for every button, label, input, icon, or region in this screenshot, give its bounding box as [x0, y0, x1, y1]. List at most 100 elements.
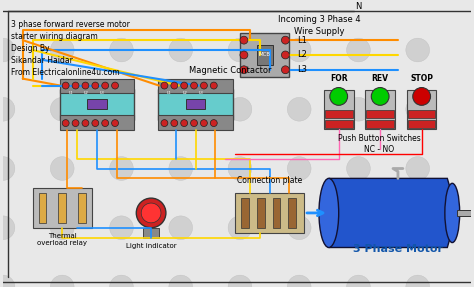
Bar	[407, 90, 437, 129]
Circle shape	[191, 82, 198, 89]
Circle shape	[228, 275, 252, 287]
Bar	[158, 79, 233, 94]
Circle shape	[346, 275, 370, 287]
Circle shape	[169, 38, 192, 62]
Circle shape	[240, 66, 248, 74]
Circle shape	[0, 157, 15, 180]
Circle shape	[62, 82, 69, 89]
Circle shape	[287, 216, 311, 240]
Circle shape	[282, 36, 289, 44]
Circle shape	[330, 88, 347, 105]
Circle shape	[161, 120, 168, 127]
Circle shape	[109, 216, 133, 240]
Bar	[325, 120, 353, 128]
Circle shape	[92, 82, 99, 89]
Text: L2: L2	[297, 51, 307, 59]
Text: Connection plate: Connection plate	[237, 176, 302, 185]
Circle shape	[406, 97, 429, 121]
Text: 3 Phase Motor: 3 Phase Motor	[353, 245, 443, 254]
Circle shape	[169, 275, 192, 287]
Bar	[240, 33, 289, 77]
Circle shape	[161, 82, 168, 89]
Text: REV: REV	[372, 73, 389, 83]
Text: Thermal
overload relay: Thermal overload relay	[37, 233, 87, 246]
Text: L3: L3	[199, 90, 203, 94]
Circle shape	[0, 38, 15, 62]
Text: 3 phase forward reverse motor
starter wiring diagram
Design By
Sikandar Haidar
F: 3 phase forward reverse motor starter wi…	[11, 20, 130, 77]
Circle shape	[62, 120, 69, 127]
Bar	[143, 228, 159, 238]
Circle shape	[50, 97, 74, 121]
Circle shape	[228, 216, 252, 240]
Circle shape	[50, 216, 74, 240]
Circle shape	[406, 38, 429, 62]
Circle shape	[228, 97, 252, 121]
Circle shape	[169, 216, 192, 240]
Circle shape	[50, 275, 74, 287]
Circle shape	[201, 120, 208, 127]
Text: STOP: STOP	[410, 73, 433, 83]
Bar	[325, 110, 353, 118]
Circle shape	[240, 36, 248, 44]
Bar	[365, 90, 395, 129]
Circle shape	[137, 198, 166, 228]
Circle shape	[201, 82, 208, 89]
Circle shape	[171, 120, 178, 127]
Text: L1: L1	[167, 90, 172, 94]
Circle shape	[50, 38, 74, 62]
Bar	[60, 88, 134, 120]
Circle shape	[109, 157, 133, 180]
Circle shape	[346, 216, 370, 240]
Bar	[288, 198, 296, 228]
Bar	[241, 198, 249, 228]
Circle shape	[406, 216, 429, 240]
Circle shape	[0, 216, 15, 240]
Bar	[457, 210, 471, 216]
Circle shape	[102, 120, 109, 127]
Circle shape	[82, 82, 89, 89]
Circle shape	[169, 97, 192, 121]
Text: Magnetic Contactor: Magnetic Contactor	[189, 66, 271, 75]
Circle shape	[50, 157, 74, 180]
Circle shape	[181, 120, 188, 127]
Circle shape	[181, 82, 188, 89]
Bar	[78, 193, 86, 223]
Circle shape	[287, 157, 311, 180]
Text: L3: L3	[297, 65, 307, 74]
Circle shape	[346, 157, 370, 180]
Circle shape	[406, 275, 429, 287]
Circle shape	[72, 120, 79, 127]
Circle shape	[111, 82, 118, 89]
Bar	[324, 90, 354, 129]
Circle shape	[171, 82, 178, 89]
Text: MCB: MCB	[259, 53, 271, 57]
Circle shape	[287, 97, 311, 121]
Ellipse shape	[319, 179, 339, 247]
Circle shape	[72, 82, 79, 89]
Bar	[87, 99, 107, 109]
Circle shape	[0, 275, 15, 287]
Text: L1: L1	[68, 90, 73, 94]
Circle shape	[109, 275, 133, 287]
Bar	[60, 79, 134, 94]
Bar	[366, 110, 394, 118]
Circle shape	[210, 82, 217, 89]
Circle shape	[228, 38, 252, 62]
Circle shape	[282, 51, 289, 59]
Bar	[408, 110, 436, 118]
Bar	[58, 193, 66, 223]
Circle shape	[102, 82, 109, 89]
Bar	[60, 115, 134, 130]
Text: Incoming 3 Phase 4
Wire Supply: Incoming 3 Phase 4 Wire Supply	[278, 15, 360, 36]
Circle shape	[346, 38, 370, 62]
Circle shape	[240, 51, 248, 59]
Circle shape	[371, 88, 389, 105]
Text: FOR: FOR	[330, 73, 347, 83]
Text: L2: L2	[84, 90, 89, 94]
Circle shape	[82, 120, 89, 127]
Bar	[366, 120, 394, 128]
Circle shape	[287, 38, 311, 62]
Circle shape	[109, 38, 133, 62]
Circle shape	[406, 157, 429, 180]
Circle shape	[413, 88, 430, 105]
